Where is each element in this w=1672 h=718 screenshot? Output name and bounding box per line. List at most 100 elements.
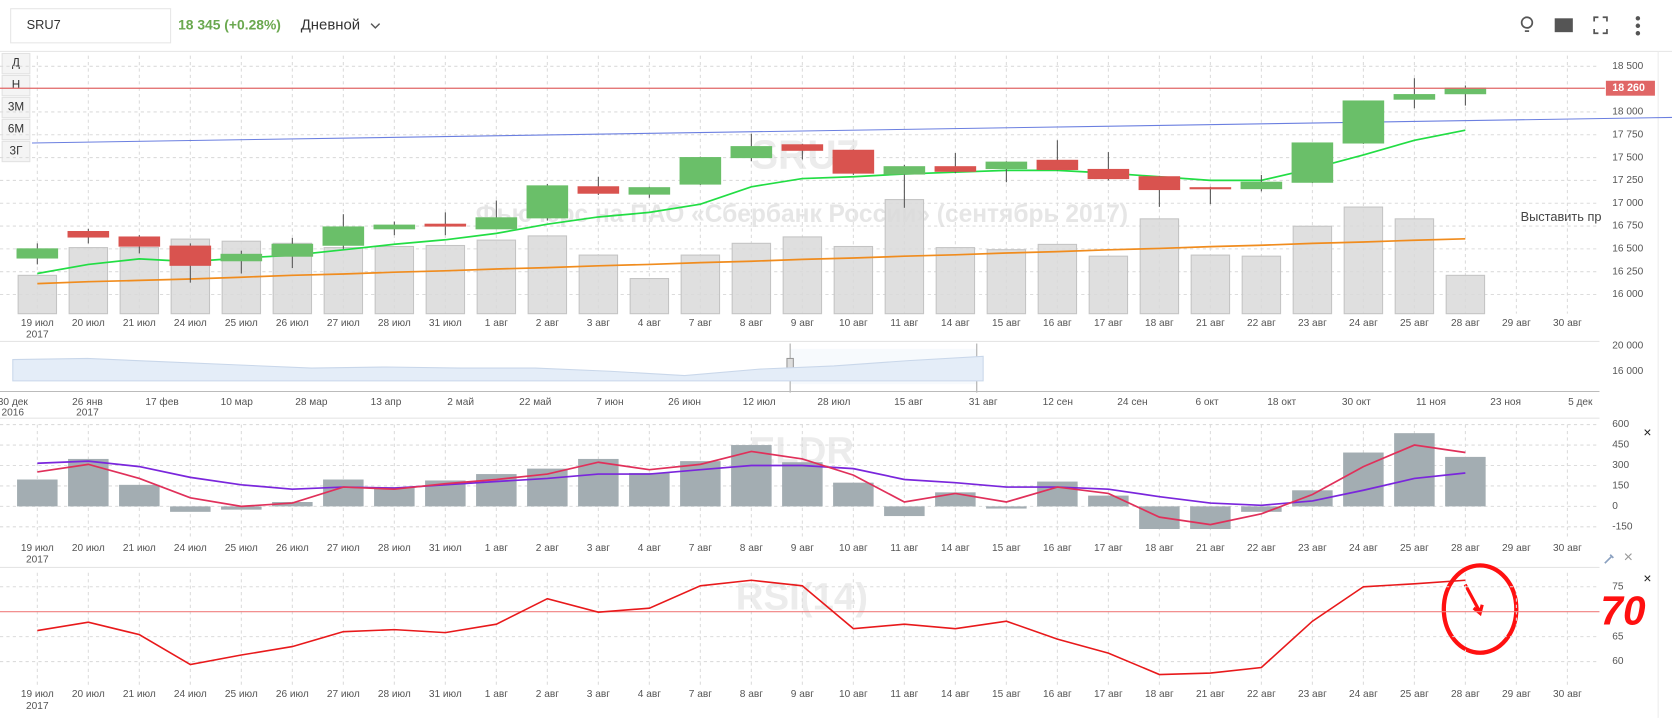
candle-body — [679, 157, 722, 185]
volume-bar — [1394, 218, 1435, 315]
x-tick-label: 16 авг — [1043, 689, 1072, 700]
interval[interactable]: Дневной — [301, 17, 360, 34]
x-tick-label: 26 июл — [276, 318, 309, 329]
x-tick-label: 19 июл — [21, 689, 54, 700]
candle-body — [220, 253, 263, 262]
dropdown-chevron[interactable] — [370, 23, 381, 29]
x-tick-label: 21 июл — [123, 543, 156, 554]
candle-body — [118, 236, 161, 247]
volume-bar — [986, 249, 1027, 315]
x-tick-label: 23 авг — [1298, 318, 1327, 329]
navigator-year-label: 2017 — [76, 408, 99, 419]
navigator-tick-label: 5 дек — [1568, 397, 1593, 408]
histogram-bar — [833, 482, 874, 507]
navigator-tick-label: 11 ноя — [1416, 397, 1446, 408]
volume-bar — [833, 245, 874, 315]
histogram-bar — [1190, 506, 1231, 530]
candle-body — [373, 224, 416, 230]
x-tick-label: 14 авг — [941, 543, 970, 554]
order-button[interactable] — [1514, 207, 1605, 229]
volume-bar — [1088, 255, 1129, 315]
x-tick-label: 21 июл — [123, 689, 156, 700]
x-tick-label: 21 июл — [123, 318, 156, 329]
x-tick-label: 18 авг — [1145, 318, 1174, 329]
x-tick-label: 22 авг — [1247, 318, 1276, 329]
image-icon[interactable] — [1554, 18, 1573, 33]
x-tick-label: 22 авг — [1247, 689, 1276, 700]
candle-body — [1291, 142, 1334, 183]
y-tick-label: 16 250 — [1612, 266, 1643, 277]
x-tick-label: 9 авг — [791, 689, 814, 700]
y-tick-label: 16 750 — [1612, 221, 1643, 232]
period-label: 6М — [8, 123, 24, 136]
volume-bar — [1445, 274, 1486, 315]
y-tick-label: 18 000 — [1612, 107, 1643, 118]
period-button[interactable] — [1, 140, 31, 163]
navigator-tick-label: 24 сен — [1117, 397, 1147, 408]
y-tick-label: 20 000 — [1612, 340, 1643, 351]
candle-body — [1342, 100, 1385, 144]
period-button[interactable] — [1, 74, 31, 97]
x-tick-label: 31 июл — [429, 689, 462, 700]
x-tick-label: 21 авг — [1196, 318, 1225, 329]
symbol-input[interactable] — [10, 8, 172, 44]
x-tick-label: 16 авг — [1043, 318, 1072, 329]
x-tick-label: 10 авг — [839, 689, 868, 700]
order-button-label: Выставить пр — [1521, 209, 1602, 224]
histogram-bar — [782, 462, 823, 507]
navigator-tick-label: 26 июн — [668, 397, 701, 408]
volume-bar — [578, 254, 619, 315]
level-label-box — [1605, 80, 1655, 96]
navigator-tick-label: 12 сен — [1043, 397, 1073, 408]
x-tick-label: 11 авг — [890, 689, 918, 700]
period-button[interactable] — [1, 96, 31, 119]
period-label: 3Г — [10, 145, 24, 158]
indicator-line — [37, 444, 1466, 526]
histogram-bar — [17, 479, 58, 507]
x-tick-label: 24 авг — [1349, 318, 1378, 329]
candle-body — [1444, 87, 1487, 95]
hand-annotation: 70 — [1600, 588, 1646, 634]
x-tick-label: 25 июл — [225, 318, 258, 329]
x-tick-label: 27 июл — [327, 689, 360, 700]
x-tick-label: 25 июл — [225, 543, 258, 554]
menu-dot[interactable] — [1635, 16, 1641, 21]
volume-bar — [1139, 218, 1180, 315]
x-tick-label: 17 авг — [1094, 543, 1123, 554]
histogram-bar — [1445, 456, 1486, 507]
candle-body — [781, 144, 824, 151]
histogram-bar — [119, 484, 160, 507]
navigator-tick-label: 15 авг — [894, 397, 923, 408]
y-tick-label: 60 — [1612, 656, 1624, 667]
y-tick-label: 17 000 — [1612, 198, 1643, 209]
volume-bar — [782, 236, 823, 315]
histogram-bar — [323, 479, 364, 507]
candle-body — [475, 217, 518, 230]
candle-body — [1393, 94, 1436, 100]
x-tick-label: 27 июл — [327, 318, 360, 329]
close-icon[interactable]: × — [1643, 424, 1651, 440]
close-icon[interactable]: × — [1624, 549, 1633, 566]
histogram-bar — [578, 458, 619, 507]
volume-bar — [476, 239, 517, 315]
candle-body — [424, 223, 467, 227]
x-tick-label: 29 авг — [1502, 318, 1531, 329]
idea-icon[interactable] — [1520, 16, 1534, 29]
x-tick-label: 26 июл — [276, 689, 309, 700]
x-tick-label: 21 авг — [1196, 689, 1225, 700]
close-icon[interactable]: × — [1643, 570, 1651, 586]
x-tick-label: 23 авг — [1298, 689, 1327, 700]
navigator-tick-label: 28 мар — [295, 397, 328, 408]
x-tick-label: 15 авг — [992, 318, 1021, 329]
x-tick-label: 28 авг — [1451, 689, 1480, 700]
period-button[interactable] — [1, 52, 31, 75]
x-tick-label: 1 авг — [485, 318, 508, 329]
period-label: 3М — [8, 101, 24, 114]
volume-bar — [1292, 225, 1333, 315]
navigator-tick-label: 12 июл — [743, 397, 776, 408]
settings-icon[interactable] — [1604, 554, 1614, 564]
x-tick-label: 28 авг — [1451, 543, 1480, 554]
histogram-bar — [170, 506, 211, 512]
histogram-bar — [1037, 481, 1078, 507]
fullscreen-icon[interactable] — [1593, 16, 1608, 35]
